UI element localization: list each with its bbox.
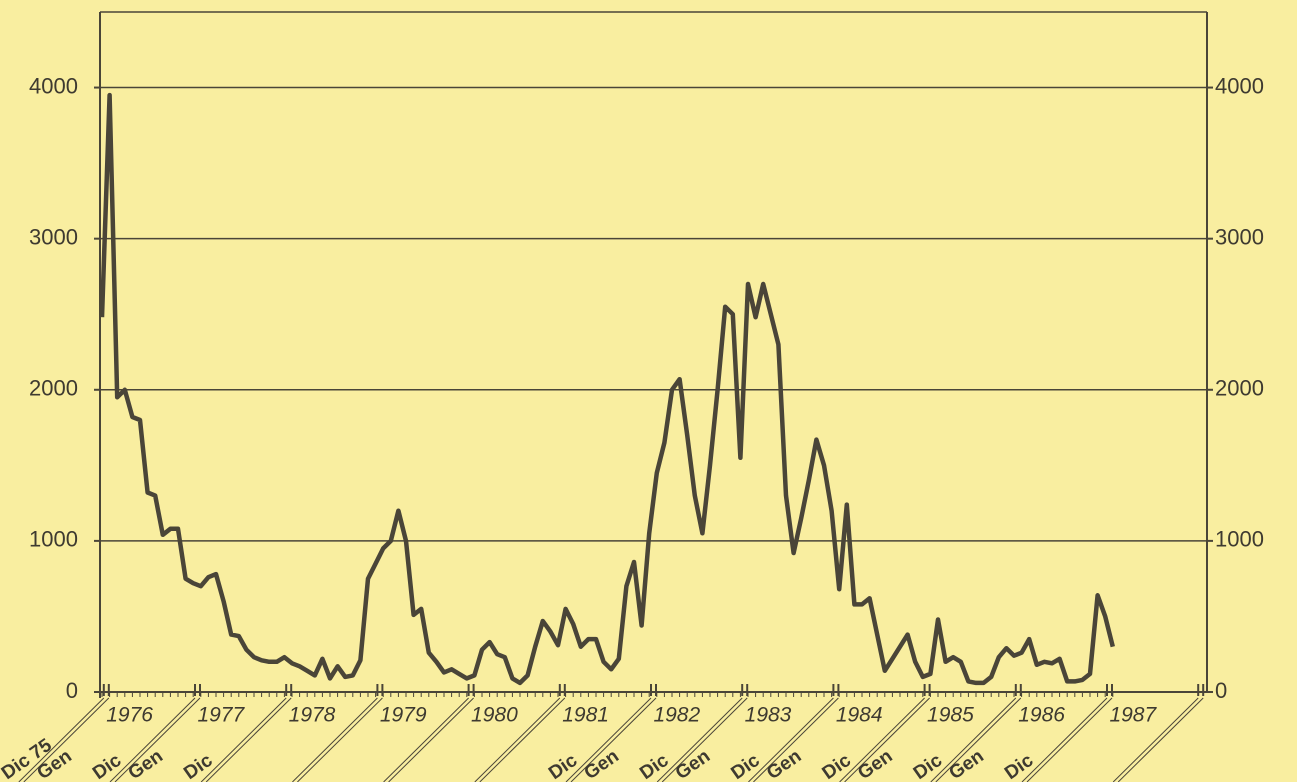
diagonal [383,697,469,782]
diagonal [479,697,566,782]
year-label: 1983 [745,704,792,727]
y-tick-label: 1000 [29,527,78,552]
y2-tick-label: 0 [1215,678,1227,703]
diagonal [748,697,834,782]
x-tick-label: Gen [672,746,714,782]
year-label: 1987 [1109,704,1157,727]
diagonal [1112,697,1199,782]
diagonal [23,697,110,782]
year-label: 1981 [562,704,609,727]
diagonal [570,697,657,782]
diagonal [844,697,930,782]
year-label: 1984 [836,704,883,727]
year-label: 1976 [106,704,153,727]
diagonal [1021,697,1108,782]
x-tick-label: Gen [945,746,987,782]
diagonal [292,697,378,782]
diagonal [474,697,561,782]
year-label: 1982 [653,704,700,727]
year-label: 1986 [1018,704,1065,727]
data-line [99,92,1115,686]
x-tick-label: Gen [763,746,805,782]
x-tick-label: Gen [125,746,167,782]
y-tick-label: 4000 [29,73,78,98]
year-label: 1985 [927,704,974,727]
diagonal [205,697,292,782]
y2-tick-label: 4000 [1215,73,1264,98]
diagonal [200,697,287,782]
year-label: 1978 [289,704,336,727]
y-tick-label: 3000 [29,224,78,249]
diagonal [1026,697,1113,782]
x-tick-label: Gen [854,746,896,782]
diagonal [753,697,839,782]
diagonal [565,697,652,782]
diagonal [935,697,1022,782]
diagonal [297,697,383,782]
diagonal [388,697,474,782]
diagonal [1117,697,1204,782]
year-label: 1979 [380,704,427,727]
y2-tick-label: 1000 [1215,527,1264,552]
diagonal [930,697,1017,782]
diagonal [839,697,925,782]
y-tick-label: 0 [66,678,78,703]
y2-tick-label: 3000 [1215,224,1264,249]
year-label: 1977 [197,704,245,727]
year-label: 1980 [471,704,518,727]
diagonal [18,697,105,782]
diagonal [656,697,743,782]
x-tick-label: Gen [581,746,623,782]
diagonal [661,697,748,782]
y-tick-label: 2000 [29,376,78,401]
y2-tick-label: 2000 [1215,376,1264,401]
diagonal [114,697,201,782]
diagonal [109,697,196,782]
